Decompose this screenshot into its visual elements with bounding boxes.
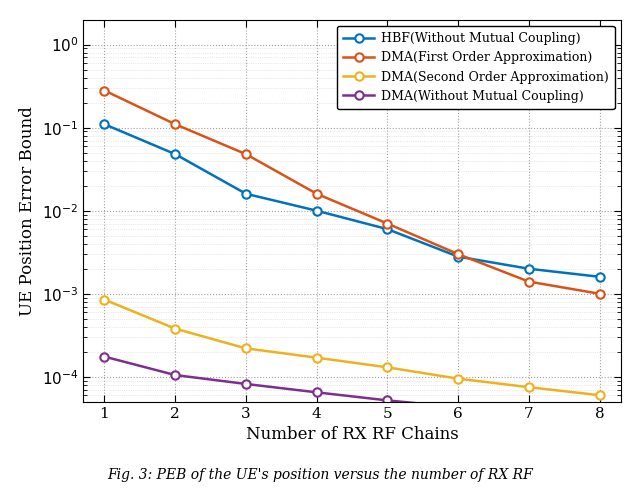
DMA(Second Order Approximation) xyxy=(454,376,462,382)
DMA(First Order Approximation) xyxy=(172,121,179,127)
DMA(Second Order Approximation) xyxy=(242,345,250,351)
HBF(Without Mutual Coupling) xyxy=(100,121,108,127)
DMA(Second Order Approximation) xyxy=(172,326,179,332)
HBF(Without Mutual Coupling) xyxy=(596,274,604,280)
DMA(Without Mutual Coupling) xyxy=(525,414,532,420)
Line: HBF(Without Mutual Coupling): HBF(Without Mutual Coupling) xyxy=(100,120,604,281)
DMA(First Order Approximation) xyxy=(454,251,462,257)
Text: Fig. 3: PEB of the UE's position versus the number of RX RF: Fig. 3: PEB of the UE's position versus … xyxy=(107,468,533,482)
DMA(First Order Approximation) xyxy=(596,291,604,296)
DMA(First Order Approximation) xyxy=(383,220,391,226)
DMA(First Order Approximation) xyxy=(525,279,532,285)
DMA(Without Mutual Coupling) xyxy=(100,354,108,360)
DMA(First Order Approximation) xyxy=(100,88,108,94)
HBF(Without Mutual Coupling) xyxy=(383,226,391,232)
DMA(Without Mutual Coupling) xyxy=(383,397,391,403)
DMA(Without Mutual Coupling) xyxy=(596,422,604,428)
DMA(Without Mutual Coupling) xyxy=(313,390,321,395)
X-axis label: Number of RX RF Chains: Number of RX RF Chains xyxy=(246,426,458,443)
HBF(Without Mutual Coupling) xyxy=(525,266,532,271)
HBF(Without Mutual Coupling) xyxy=(242,191,250,196)
DMA(Second Order Approximation) xyxy=(100,296,108,302)
Line: DMA(First Order Approximation): DMA(First Order Approximation) xyxy=(100,86,604,298)
DMA(First Order Approximation) xyxy=(313,191,321,196)
Y-axis label: UE Position Error Bound: UE Position Error Bound xyxy=(19,106,36,316)
HBF(Without Mutual Coupling) xyxy=(454,254,462,260)
DMA(Without Mutual Coupling) xyxy=(454,404,462,410)
DMA(Second Order Approximation) xyxy=(525,384,532,390)
DMA(Second Order Approximation) xyxy=(313,355,321,361)
DMA(Second Order Approximation) xyxy=(596,392,604,398)
HBF(Without Mutual Coupling) xyxy=(172,151,179,157)
HBF(Without Mutual Coupling) xyxy=(313,208,321,214)
Legend: HBF(Without Mutual Coupling), DMA(First Order Approximation), DMA(Second Order A: HBF(Without Mutual Coupling), DMA(First … xyxy=(337,26,614,109)
DMA(Without Mutual Coupling) xyxy=(242,381,250,387)
DMA(Second Order Approximation) xyxy=(383,365,391,370)
DMA(Without Mutual Coupling) xyxy=(172,372,179,378)
Line: DMA(Without Mutual Coupling): DMA(Without Mutual Coupling) xyxy=(100,352,604,430)
Line: DMA(Second Order Approximation): DMA(Second Order Approximation) xyxy=(100,295,604,399)
DMA(First Order Approximation) xyxy=(242,151,250,157)
